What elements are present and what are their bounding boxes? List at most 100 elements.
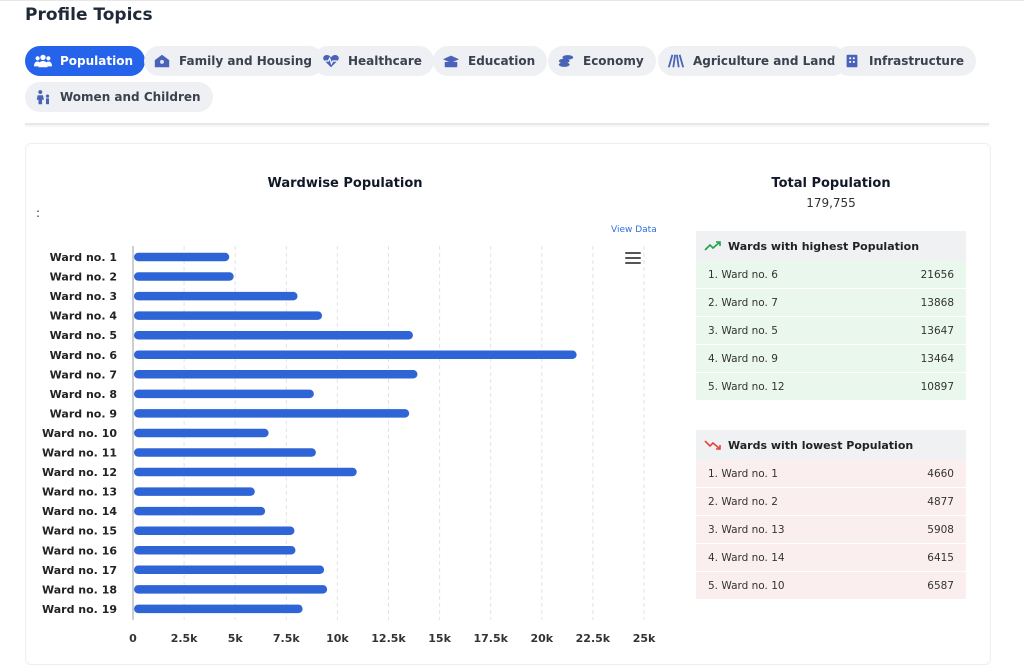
list-item: 1. Ward no. 1 4660	[696, 460, 966, 488]
tab-label: Infrastructure	[869, 54, 965, 68]
ward-value: 6587	[927, 579, 954, 592]
x-tick-label: 20k	[530, 632, 553, 645]
y-tick-label: Ward no. 2	[50, 271, 117, 284]
bar	[134, 546, 296, 555]
tab-population[interactable]: Population	[25, 46, 146, 76]
tab-label: Economy	[583, 54, 644, 68]
bar	[134, 330, 413, 340]
bar	[134, 604, 303, 614]
ward-label: 1. Ward no. 1	[708, 467, 778, 480]
ward-label: 4. Ward no. 14	[708, 551, 785, 564]
bar	[134, 252, 230, 262]
ward-label: 3. Ward no. 5	[708, 324, 778, 337]
x-tick-label: 17.5k	[473, 632, 508, 645]
ward-value: 13868	[920, 296, 954, 309]
y-tick-label: Ward no. 10	[42, 427, 117, 440]
hamburger-menu-icon[interactable]	[625, 252, 641, 266]
x-tick-label: 10k	[326, 632, 349, 645]
x-tick-label: 7.5k	[273, 632, 300, 645]
lowest-population-panel: Wards with lowest Population 1. Ward no.…	[696, 430, 966, 600]
y-tick-label: Ward no. 9	[50, 407, 117, 420]
list-item: 4. Ward no. 9 13464	[696, 345, 966, 373]
tab-label: Women and Children	[60, 90, 201, 104]
tab-economy[interactable]: Economy	[548, 46, 656, 76]
bar	[134, 389, 314, 399]
trend-up-icon	[704, 241, 721, 251]
x-tick-label: 0	[129, 632, 137, 645]
y-tick-label: Ward no. 4	[50, 310, 118, 323]
tab-agriculture-and-land[interactable]: Agriculture and Land	[658, 46, 848, 76]
ward-label: 1. Ward no. 6	[708, 268, 778, 281]
population-card	[25, 143, 991, 665]
y-tick-label: Ward no. 16	[42, 544, 117, 557]
total-population-title: Total Population	[771, 176, 891, 191]
bar	[134, 291, 298, 301]
ward-label: 2. Ward no. 2	[708, 495, 778, 508]
y-tick-label: Ward no. 12	[42, 466, 117, 479]
ward-label: 3. Ward no. 13	[708, 523, 785, 536]
bar	[134, 370, 418, 379]
chart-colon-text: :	[36, 206, 41, 220]
heart-pulse-icon	[321, 52, 341, 70]
top-border	[0, 0, 1024, 1]
y-tick-label: Ward no. 7	[50, 368, 117, 381]
y-tick-label: Ward no. 3	[50, 290, 117, 303]
x-tick-label: 25k	[633, 632, 656, 645]
bar	[134, 585, 328, 594]
tab-healthcare[interactable]: Healthcare	[313, 46, 434, 76]
page-title: Profile Topics	[25, 5, 153, 25]
view-data-link[interactable]: View Data	[611, 225, 657, 235]
ward-value: 13647	[920, 324, 954, 337]
school-icon	[441, 52, 461, 70]
y-tick-label: Ward no. 13	[42, 486, 117, 499]
tab-label: Family and Housing	[179, 54, 312, 68]
y-tick-label: Ward no. 8	[50, 388, 117, 401]
list-item: 5. Ward no. 12 10897	[696, 373, 966, 401]
section-divider	[25, 123, 989, 125]
y-tick-label: Ward no. 11	[42, 447, 117, 460]
bar	[134, 350, 577, 359]
tab-label: Healthcare	[348, 54, 422, 68]
bar	[134, 487, 255, 496]
people-group-icon	[33, 52, 53, 70]
tab-label: Education	[468, 54, 536, 68]
x-tick-label: 12.5k	[371, 632, 406, 645]
highest-population-header: Wards with highest Population	[696, 231, 966, 261]
highest-population-title: Wards with highest Population	[728, 239, 920, 253]
wheat-icon	[666, 52, 686, 70]
ward-value: 13464	[920, 352, 954, 365]
building-icon	[842, 52, 862, 70]
tab-women-and-children[interactable]: Women and Children	[25, 82, 213, 112]
bar	[134, 409, 410, 418]
list-item: 2. Ward no. 2 4877	[696, 488, 966, 516]
highest-population-panel: Wards with highest Population 1. Ward no…	[696, 231, 966, 401]
tab-family-and-housing[interactable]: Family and Housing	[144, 46, 324, 76]
y-tick-label: Ward no. 15	[42, 525, 117, 538]
bar	[134, 428, 269, 438]
ward-value: 6415	[927, 551, 954, 564]
x-tick-label: 15k	[428, 632, 451, 645]
tab-infrastructure[interactable]: Infrastructure	[834, 46, 977, 76]
lowest-population-header: Wards with lowest Population	[696, 430, 966, 460]
trend-down-icon	[704, 440, 721, 450]
bar	[134, 272, 234, 281]
list-item: 2. Ward no. 7 13868	[696, 289, 966, 317]
bar	[134, 526, 295, 535]
tab-education[interactable]: Education	[433, 46, 548, 76]
ward-label: 5. Ward no. 12	[708, 380, 785, 393]
x-tick-label: 5k	[228, 632, 244, 645]
bar	[134, 565, 325, 575]
bar	[134, 311, 323, 320]
house-icon	[152, 52, 172, 70]
chart-title: Wardwise Population	[267, 176, 423, 191]
list-item: 1. Ward no. 6 21656	[696, 261, 966, 289]
list-item: 5. Ward no. 10 6587	[696, 572, 966, 600]
y-tick-label: Ward no. 5	[50, 329, 117, 342]
coins-icon	[556, 52, 576, 70]
tab-label: Population	[60, 54, 134, 68]
ward-label: 2. Ward no. 7	[708, 296, 778, 309]
list-item: 4. Ward no. 14 6415	[696, 544, 966, 572]
total-population-value: 179,755	[806, 196, 856, 210]
ward-value: 4660	[927, 467, 954, 480]
